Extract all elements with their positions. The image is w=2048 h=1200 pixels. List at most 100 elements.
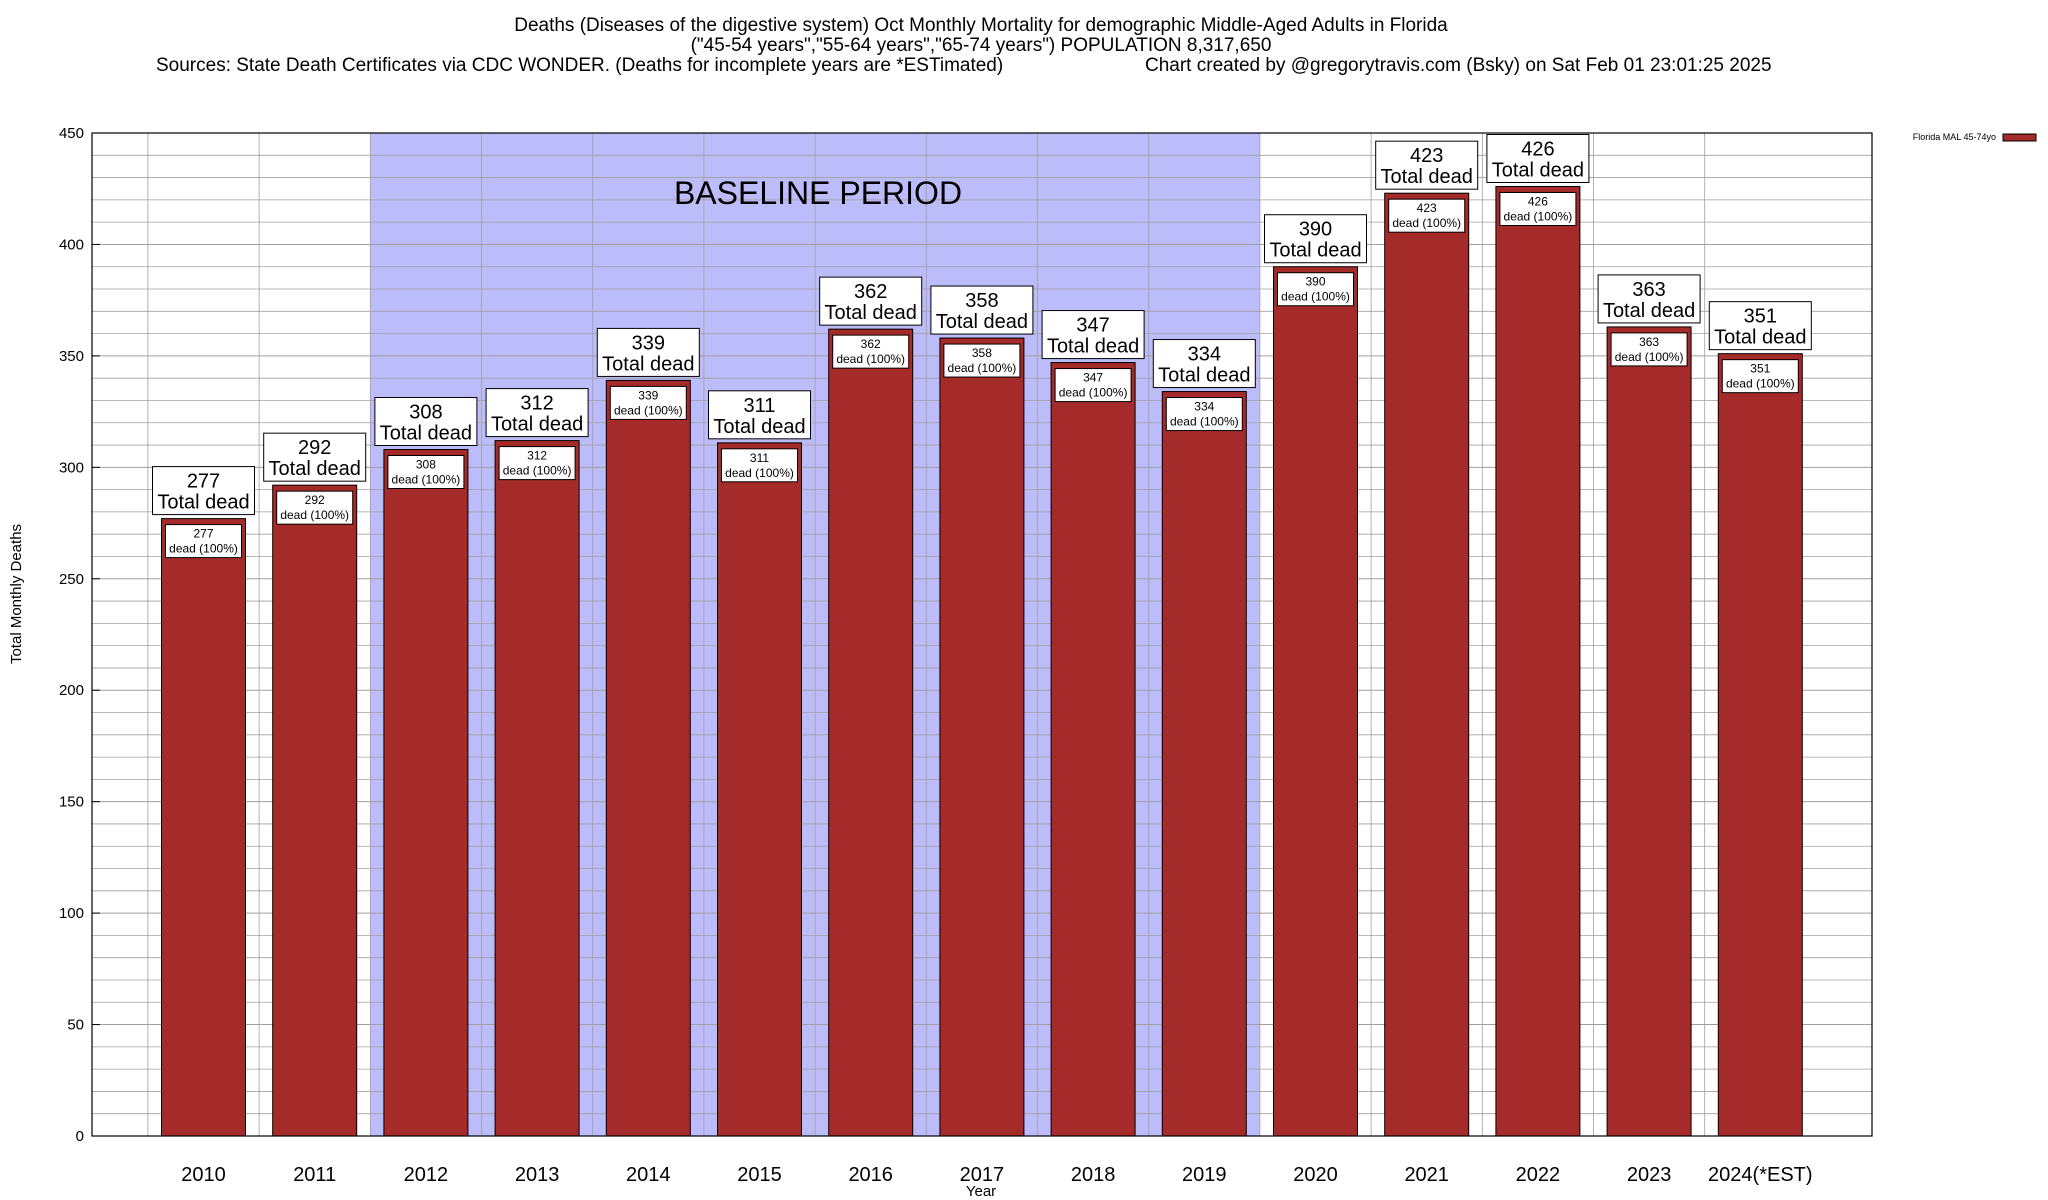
bar-total-label-box — [1375, 140, 1479, 190]
bar-inner-value-label: 351 — [1750, 362, 1770, 376]
bar-total-value-label: 308 — [409, 402, 442, 424]
legend-series-label: Florida MAL 45-74yo — [1913, 132, 1996, 142]
bar-inner-label-box — [832, 334, 910, 369]
x-tick-label: 2016 — [848, 1164, 893, 1186]
bar-total-caption-label: Total dead — [825, 302, 917, 324]
bar-total-caption-label: Total dead — [1381, 166, 1473, 188]
bar-total-caption-label: Total dead — [602, 353, 694, 375]
x-tick-label: 2012 — [404, 1164, 449, 1186]
bar-total-value-label: 423 — [1410, 145, 1443, 167]
bar-total-value-label: 339 — [632, 332, 665, 354]
bar — [828, 328, 914, 1137]
bars — [161, 185, 1803, 1137]
x-tick-label: 2011 — [293, 1164, 336, 1186]
y-tick-label: 300 — [59, 459, 84, 476]
baseline-period-label: BASELINE PERIOD — [674, 175, 962, 211]
bar-total-value-label: 311 — [744, 395, 776, 417]
bar-inner-percent-label: dead (100%) — [1726, 377, 1795, 391]
x-tick-label: 2014 — [626, 1164, 671, 1186]
bar — [494, 440, 580, 1137]
bar-inner-percent-label: dead (100%) — [169, 542, 238, 556]
bar-total-label-box — [819, 276, 923, 326]
bar-inner-label-box — [1277, 272, 1354, 307]
bar-total-value-label: 292 — [298, 437, 331, 459]
chart-title-line-2: ("45-54 years","55-64 years","65-74 year… — [691, 35, 1272, 56]
bar-total-value-label: 390 — [1299, 219, 1332, 241]
bar-total-label-box — [930, 285, 1034, 335]
bar-total-caption-label: Total dead — [1603, 300, 1695, 322]
bar-inner-label-box — [387, 455, 465, 490]
bar-total-value-label: 362 — [854, 281, 887, 303]
y-axis-title: Total Monthly Deaths — [8, 524, 25, 664]
legend: Florida MAL 45-74yo — [1913, 132, 2037, 142]
bar — [1273, 266, 1358, 1137]
bar-inner-percent-label: dead (100%) — [392, 473, 461, 487]
bar — [1161, 391, 1247, 1137]
bar-total-caption-label: Total dead — [1714, 327, 1806, 349]
chart-title-line-1: Deaths (Diseases of the digestive system… — [514, 15, 1448, 36]
bar-inner-value-label: 390 — [1305, 275, 1325, 289]
bar-inner-percent-label: dead (100%) — [614, 403, 683, 417]
y-tick-label: 200 — [59, 682, 84, 699]
y-tick-label: 450 — [59, 125, 84, 142]
bar-inner-label-box — [1499, 191, 1577, 226]
bar-inner-percent-label: dead (100%) — [1615, 350, 1684, 364]
bar-inner-percent-label: dead (100%) — [1059, 386, 1128, 400]
bar-total-caption-label: Total dead — [1492, 159, 1584, 181]
bar-inner-label-box — [165, 524, 242, 559]
bar — [717, 442, 802, 1137]
bar-inner-percent-label: dead (100%) — [836, 352, 905, 366]
bar-inner-percent-label: dead (100%) — [1281, 290, 1350, 304]
bar-inner-label-box — [498, 446, 576, 481]
bar-inner-value-label: 358 — [972, 346, 992, 360]
bar-total-label-box — [263, 432, 367, 482]
bar — [1495, 185, 1581, 1137]
chart-credit: Chart created by @gregorytravis.com (Bsk… — [1145, 55, 1772, 76]
bar-total-value-label: 312 — [520, 393, 553, 415]
bar-inner-value-label: 423 — [1417, 201, 1437, 215]
bar-inner-label-box — [1388, 198, 1466, 233]
bar-inner-value-label: 308 — [416, 458, 436, 472]
bar-inner-value-label: 277 — [193, 527, 213, 541]
chart-titles: Deaths (Diseases of the digestive system… — [156, 15, 1772, 76]
bar-total-caption-label: Total dead — [1047, 336, 1139, 358]
bar-total-value-label: 277 — [187, 471, 220, 493]
bar-inner-value-label: 362 — [861, 337, 881, 351]
bar-inner-label-box — [721, 448, 798, 483]
bar — [1384, 192, 1470, 1137]
x-tick-label: 2024(*EST) — [1708, 1164, 1813, 1186]
bar-inner-value-label: 363 — [1639, 335, 1659, 349]
y-tick-label: 100 — [59, 905, 84, 922]
bar-inner-percent-label: dead (100%) — [948, 361, 1017, 375]
x-tick-label: 2010 — [181, 1164, 226, 1186]
bar-total-label-box — [1708, 301, 1812, 351]
bar-inner-value-label: 334 — [1194, 400, 1214, 414]
bar-inner-percent-label: dead (100%) — [280, 508, 349, 522]
y-tick-label: 150 — [59, 794, 84, 811]
y-tick-label: 400 — [59, 236, 84, 253]
bar-total-value-label: 363 — [1632, 279, 1665, 301]
bar-total-caption-label: Total dead — [1269, 240, 1361, 262]
x-tick-label: 2022 — [1516, 1164, 1561, 1186]
bar-total-value-label: 351 — [1744, 306, 1777, 328]
bar — [939, 337, 1025, 1137]
bar-total-value-label: 334 — [1188, 344, 1221, 366]
bar — [1717, 353, 1803, 1137]
bar-inner-value-label: 426 — [1528, 194, 1548, 208]
bar-total-caption-label: Total dead — [491, 414, 583, 436]
x-tick-label: 2018 — [1071, 1164, 1116, 1186]
bar — [1050, 362, 1136, 1137]
bar-total-value-label: 358 — [965, 290, 998, 312]
bar-total-caption-label: Total dead — [269, 458, 361, 480]
bar-inner-value-label: 292 — [305, 493, 325, 507]
bar-total-label-box — [485, 388, 589, 438]
bar-total-caption-label: Total dead — [713, 416, 805, 438]
plot-frame — [91, 132, 1873, 1137]
bar-inner-percent-label: dead (100%) — [725, 466, 794, 480]
bar-inner-percent-label: dead (100%) — [1504, 209, 1573, 223]
bar-inner-label-box — [1165, 397, 1243, 432]
bar-inner-percent-label: dead (100%) — [1170, 415, 1239, 429]
bar-total-label-box — [374, 397, 478, 447]
